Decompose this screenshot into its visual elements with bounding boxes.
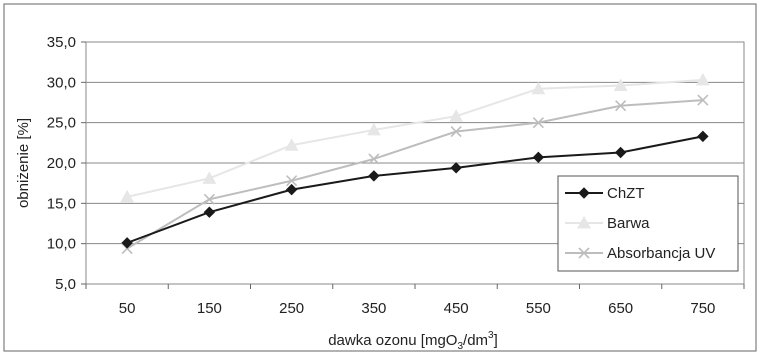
legend-item: ChZT	[565, 185, 645, 202]
y-tick-label: 15,0	[47, 195, 76, 212]
x-axis-ticks: 50 150 250 350 450 550 650 750	[119, 300, 716, 317]
data-point	[286, 175, 298, 187]
data-point	[121, 237, 133, 249]
data-point	[697, 130, 709, 143]
data-point	[531, 81, 546, 95]
series-chzt	[121, 130, 709, 249]
data-point	[532, 151, 545, 164]
x-tick-label: 50	[119, 300, 136, 317]
legend-item: Barwa	[565, 215, 650, 232]
legend-label: Absorbancja UV	[607, 245, 715, 262]
x-tick-label: 350	[361, 300, 386, 317]
x-tick-label: 550	[526, 300, 551, 317]
legend-label: ChZT	[607, 185, 645, 202]
data-point	[285, 183, 298, 196]
data-point	[284, 138, 299, 151]
series-line	[126, 78, 703, 198]
y-tick-label: 25,0	[47, 115, 76, 132]
legend-item: Absorbancja UV	[565, 245, 715, 262]
data-point	[449, 109, 463, 122]
series-line	[126, 99, 703, 250]
data-point	[120, 189, 134, 203]
y-tick-label: 20,0	[47, 155, 76, 172]
data-point	[614, 146, 627, 159]
data-point	[368, 153, 380, 165]
y-tick-label: 35,0	[47, 34, 76, 51]
x-axis-label: dawka ozonu [mgO3/dm3]	[328, 330, 498, 352]
x-tick-label: 450	[444, 300, 469, 317]
data-point	[697, 94, 709, 106]
x-tick-label: 650	[608, 300, 633, 317]
data-point	[203, 206, 216, 218]
data-point	[450, 162, 462, 174]
data-point	[367, 122, 381, 136]
legend-marker	[577, 215, 591, 229]
legend: ChZT Barwa Absorbancja UV	[557, 175, 739, 272]
y-tick-label: 10,0	[47, 236, 76, 253]
series-barwa	[120, 72, 710, 203]
data-point	[450, 125, 462, 138]
legend-marker	[578, 187, 590, 199]
x-tick-label: 750	[690, 300, 715, 317]
data-point	[615, 100, 627, 112]
y-tick-label: 5,0	[55, 276, 76, 293]
data-point	[203, 193, 215, 205]
x-tick-label: 250	[279, 300, 304, 317]
y-axis-ticks: 5,0 10,0 15,0 20,0 25,0 30,0 35,0	[47, 34, 76, 293]
series-layer	[120, 72, 710, 255]
legend-marker	[578, 247, 590, 259]
y-axis-label: obniżenie [%]	[15, 118, 32, 208]
x-tick-label: 150	[197, 300, 222, 317]
data-point	[202, 171, 217, 184]
data-point	[613, 78, 628, 92]
data-point	[368, 170, 380, 182]
data-point	[696, 72, 710, 86]
legend-label: Barwa	[607, 215, 650, 232]
data-point	[532, 117, 544, 129]
series-line	[126, 135, 704, 244]
y-tick-label: 30,0	[47, 74, 76, 91]
